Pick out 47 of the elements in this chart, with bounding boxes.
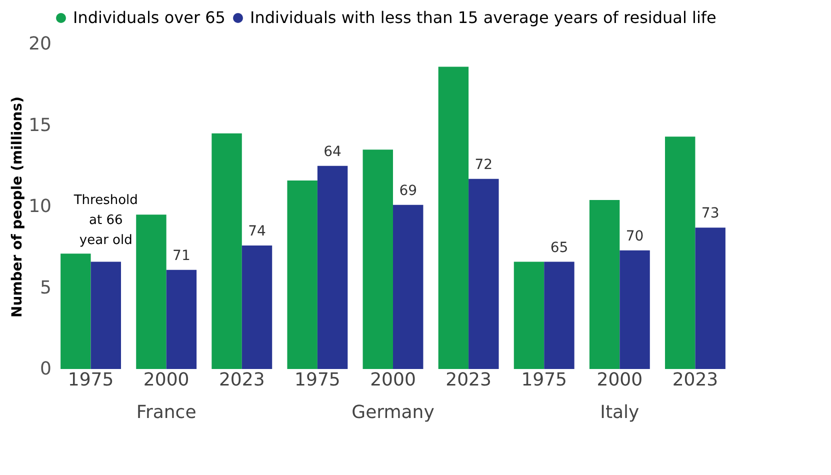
bar <box>362 150 393 369</box>
x-tick-label: 2023 <box>218 370 265 390</box>
bar <box>166 270 197 369</box>
x-tick-label: 2023 <box>446 370 492 390</box>
annotation: 70 <box>626 228 644 244</box>
annotation: 71 <box>172 248 190 264</box>
bar <box>287 180 318 369</box>
y-tick-label: 5 <box>40 277 52 298</box>
bar <box>468 178 499 369</box>
bar <box>242 246 272 369</box>
text: France <box>136 402 196 423</box>
annotation: 64 <box>324 144 342 160</box>
x-tick-label: 1975 <box>294 370 340 390</box>
annotation: Threshold at 66 year old <box>72 192 138 248</box>
text: Italy <box>600 402 640 423</box>
x-tick-label: 2000 <box>143 370 190 390</box>
bar <box>317 166 348 369</box>
y-tick-label: 15 <box>28 114 52 136</box>
x-tick-label: 1975 <box>521 370 568 390</box>
y-tick-label: 0 <box>40 358 52 380</box>
annotation: 69 <box>399 182 418 199</box>
x-tick-label: 2023 <box>672 370 718 390</box>
annotation: 72 <box>474 156 493 173</box>
bar <box>393 204 424 369</box>
bar <box>695 228 726 369</box>
bar <box>136 214 166 369</box>
text: Germany <box>352 402 435 423</box>
y-axis-title: Number of people (millions) <box>10 96 26 318</box>
bar <box>438 66 469 369</box>
bar <box>90 262 121 369</box>
annotation: 65 <box>550 240 568 256</box>
bar <box>212 133 242 369</box>
y-tick-label: 10 <box>28 196 52 217</box>
bar <box>544 262 574 369</box>
annotation: 74 <box>248 224 266 240</box>
annotation: 73 <box>701 206 720 222</box>
x-tick-label: 2000 <box>370 370 416 390</box>
bar <box>60 254 91 369</box>
bar <box>514 262 544 369</box>
bar <box>589 200 620 369</box>
legend-label: Individuals with less than 15 average years of residual life <box>250 8 716 27</box>
x-tick-label: 2000 <box>596 370 643 390</box>
legend-label: Individuals over 65 <box>73 8 226 27</box>
x-tick-label: 1975 <box>68 370 114 390</box>
bar <box>620 250 650 369</box>
y-tick-label: 20 <box>28 34 52 54</box>
bar <box>665 136 696 369</box>
